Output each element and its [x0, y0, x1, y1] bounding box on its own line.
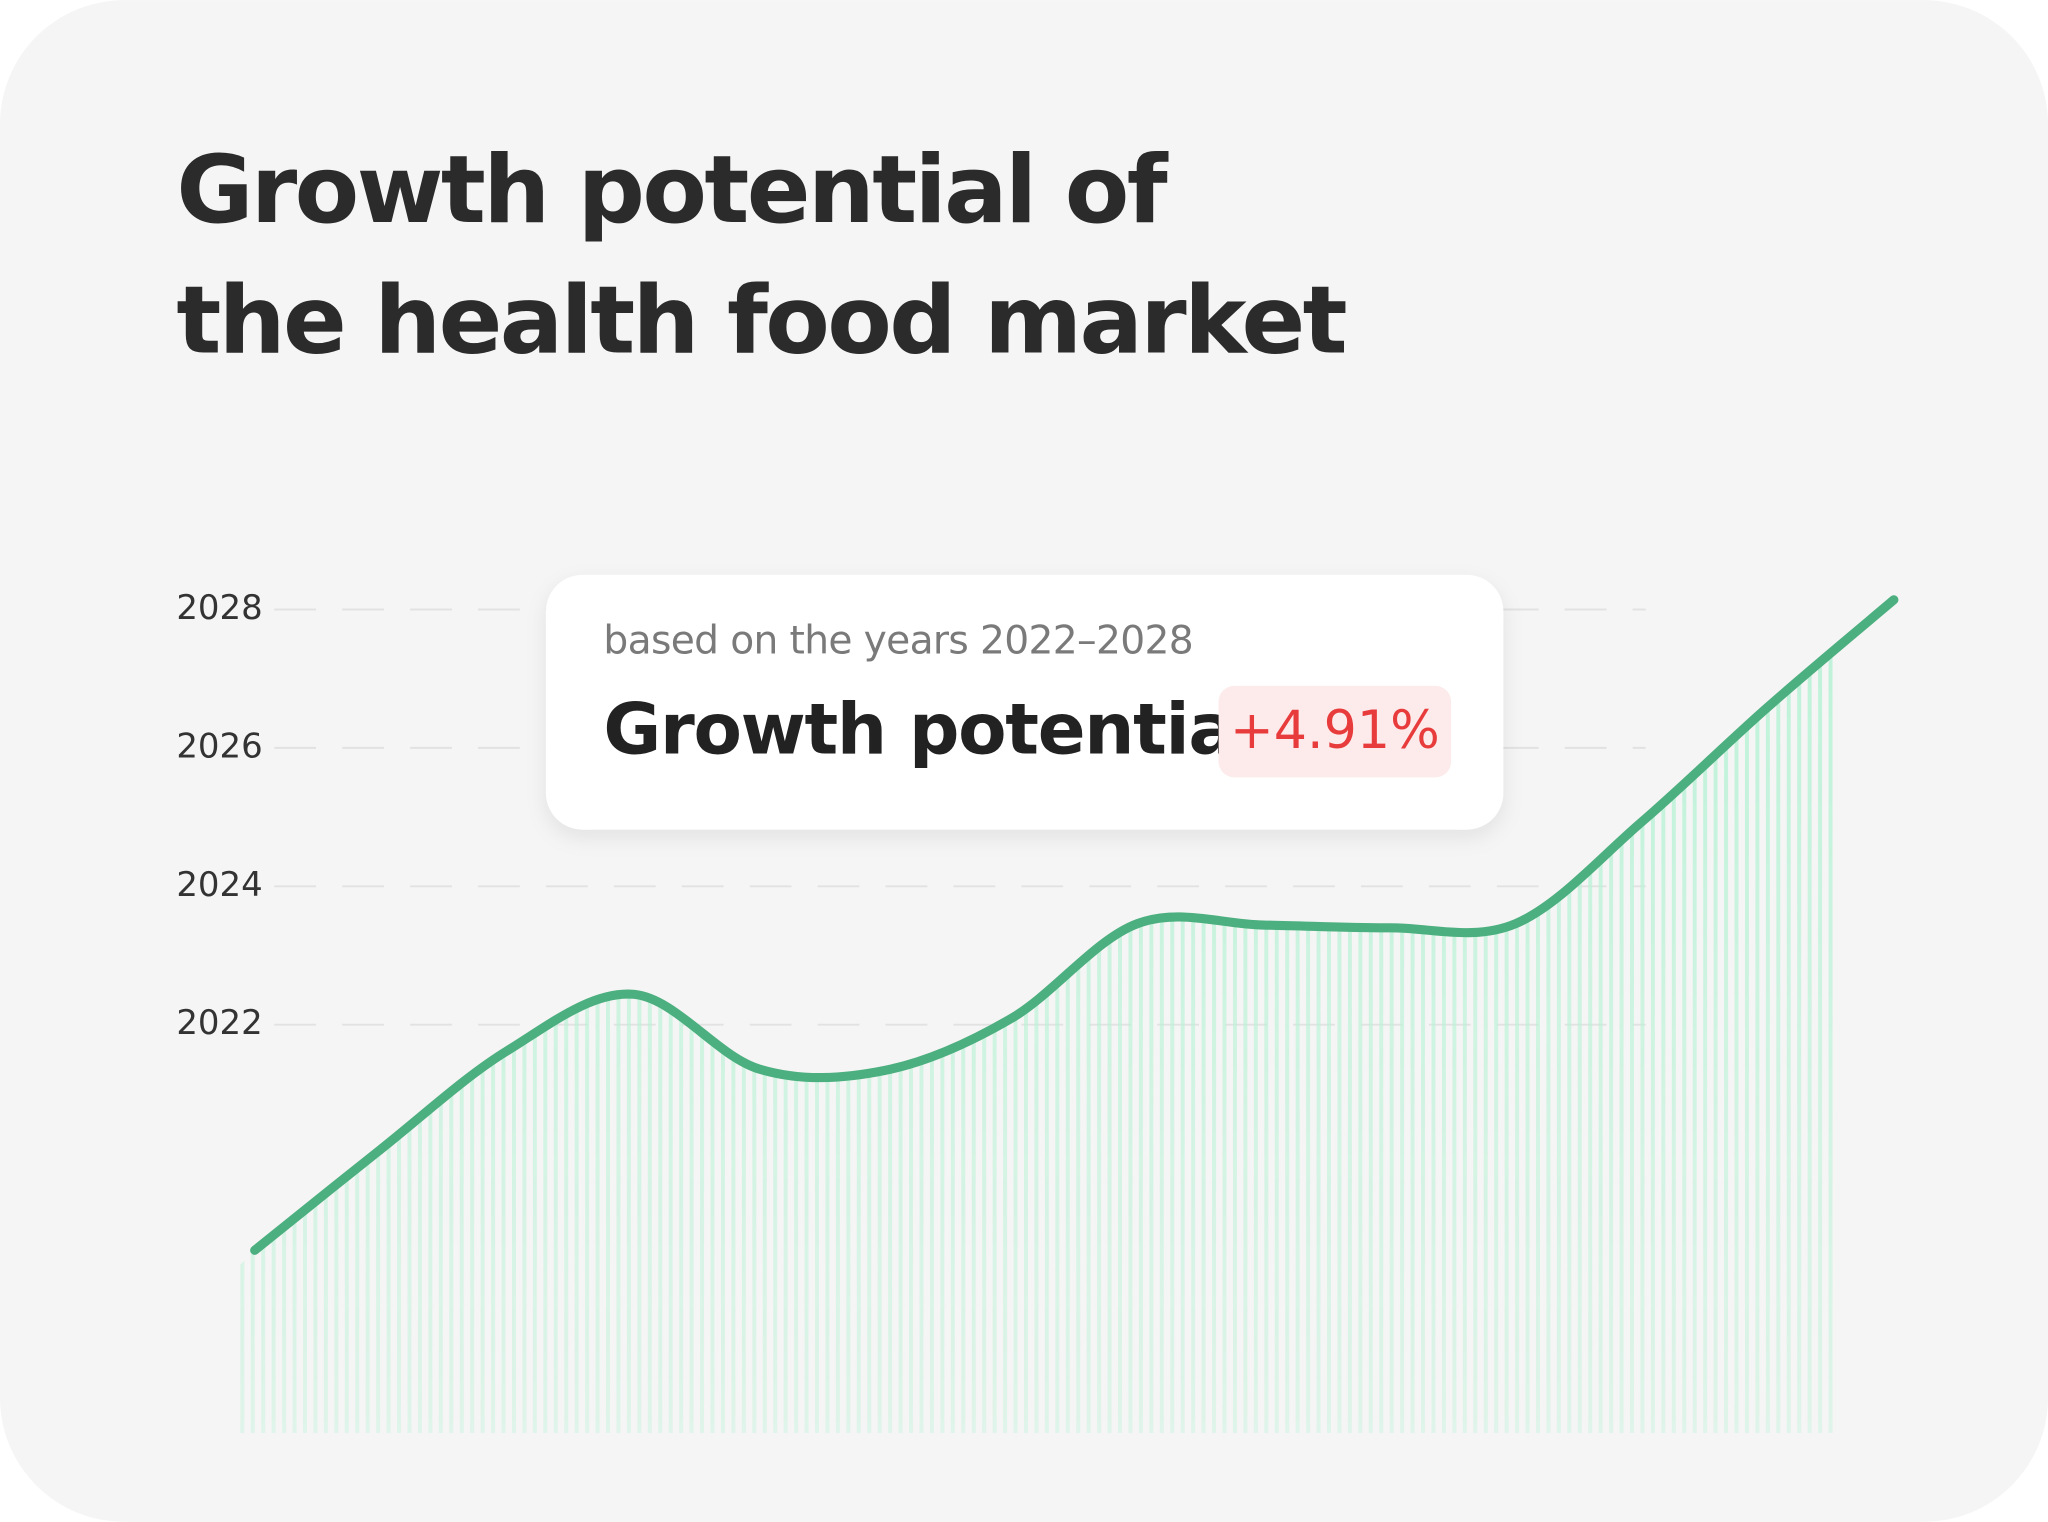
badge: +4.91%	[1230, 701, 1440, 761]
card-label: Growth potential	[603, 689, 1257, 771]
y-tick-label: 2026	[176, 726, 262, 766]
y-tick-label: 2024	[176, 865, 262, 905]
line	[250, 595, 1899, 1255]
badge-bg	[1218, 685, 1452, 778]
card-subtitle: based on the years 2022–2028	[603, 618, 1193, 663]
y-tick-label: 2022	[176, 1003, 262, 1043]
card: based on the years 2022–2028 Growth pote…	[545, 574, 1504, 830]
chart-title: the health food market	[176, 267, 1345, 376]
area-fill	[239, 599, 1894, 1433]
chart-title: Growth potential of	[176, 136, 1168, 245]
y-tick-label: 2028	[176, 588, 262, 628]
